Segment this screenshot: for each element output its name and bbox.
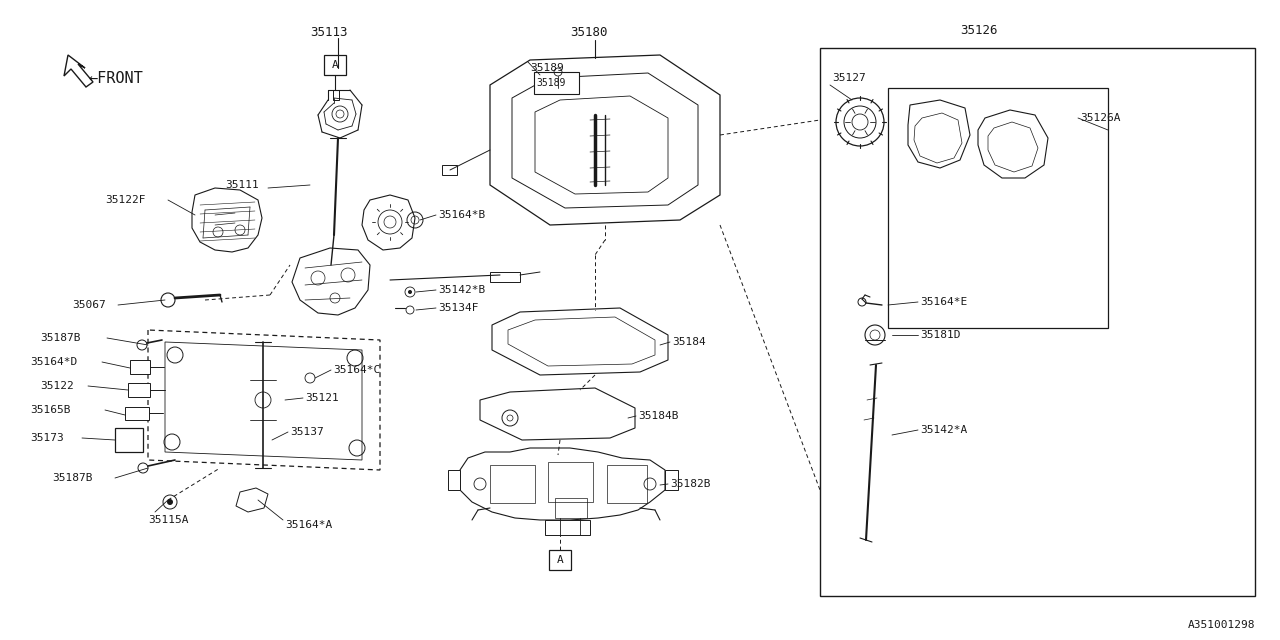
Text: 35180: 35180 xyxy=(570,26,608,38)
Text: 35127: 35127 xyxy=(832,73,865,83)
Text: 35126: 35126 xyxy=(960,24,997,36)
Bar xyxy=(607,465,646,503)
Polygon shape xyxy=(236,488,268,512)
Polygon shape xyxy=(492,308,668,375)
Polygon shape xyxy=(908,100,970,168)
Text: 35164*E: 35164*E xyxy=(920,297,968,307)
Polygon shape xyxy=(362,195,415,250)
Text: 35164*B: 35164*B xyxy=(438,210,485,220)
Circle shape xyxy=(137,340,147,350)
Text: A: A xyxy=(557,555,563,565)
Circle shape xyxy=(836,98,884,146)
Bar xyxy=(128,383,150,397)
Text: 35181D: 35181D xyxy=(920,330,960,340)
Text: 35126A: 35126A xyxy=(1080,113,1120,123)
Polygon shape xyxy=(460,448,666,520)
Bar xyxy=(442,165,457,175)
Text: 35184B: 35184B xyxy=(637,411,678,421)
Polygon shape xyxy=(148,330,380,470)
Text: 35189: 35189 xyxy=(536,78,566,88)
Bar xyxy=(333,90,339,100)
Text: 35189: 35189 xyxy=(530,63,563,73)
Bar xyxy=(115,428,143,452)
Bar xyxy=(490,272,520,282)
Text: 35137: 35137 xyxy=(291,427,324,437)
Polygon shape xyxy=(545,520,590,535)
Circle shape xyxy=(138,463,148,473)
Text: ←FRONT: ←FRONT xyxy=(88,70,143,86)
Text: 35134F: 35134F xyxy=(438,303,479,313)
Text: 35111: 35111 xyxy=(225,180,259,190)
Bar xyxy=(324,55,346,75)
Bar xyxy=(534,72,579,94)
Bar xyxy=(556,498,588,518)
Text: 35164*D: 35164*D xyxy=(29,357,77,367)
Text: 35067: 35067 xyxy=(72,300,106,310)
Bar xyxy=(490,465,535,503)
Text: 35113: 35113 xyxy=(310,26,347,38)
Text: 35122F: 35122F xyxy=(105,195,146,205)
Polygon shape xyxy=(64,55,93,87)
Polygon shape xyxy=(666,470,678,490)
Bar xyxy=(549,550,571,570)
Polygon shape xyxy=(192,188,262,252)
Polygon shape xyxy=(978,110,1048,178)
Polygon shape xyxy=(490,55,721,225)
Text: 35173: 35173 xyxy=(29,433,64,443)
Polygon shape xyxy=(448,470,460,490)
Text: 35142*B: 35142*B xyxy=(438,285,485,295)
Text: 35121: 35121 xyxy=(305,393,339,403)
Polygon shape xyxy=(480,388,635,440)
Text: 35164*A: 35164*A xyxy=(285,520,333,530)
Bar xyxy=(131,360,150,374)
Text: A: A xyxy=(332,60,338,70)
Text: 35122: 35122 xyxy=(40,381,74,391)
Text: 35182B: 35182B xyxy=(669,479,710,489)
Circle shape xyxy=(408,290,412,294)
Text: 35142*A: 35142*A xyxy=(920,425,968,435)
Bar xyxy=(820,48,1254,596)
Text: 35187B: 35187B xyxy=(40,333,81,343)
Text: 35115A: 35115A xyxy=(148,515,188,525)
Text: 35184: 35184 xyxy=(672,337,705,347)
Bar xyxy=(888,88,1108,328)
Text: A351001298: A351001298 xyxy=(1188,620,1254,630)
Text: 35165B: 35165B xyxy=(29,405,70,415)
Circle shape xyxy=(865,325,884,345)
Text: 35164*C: 35164*C xyxy=(333,365,380,375)
Bar xyxy=(125,407,148,420)
Text: 35187B: 35187B xyxy=(52,473,92,483)
Circle shape xyxy=(166,499,173,505)
Polygon shape xyxy=(292,248,370,315)
Bar xyxy=(548,462,593,502)
